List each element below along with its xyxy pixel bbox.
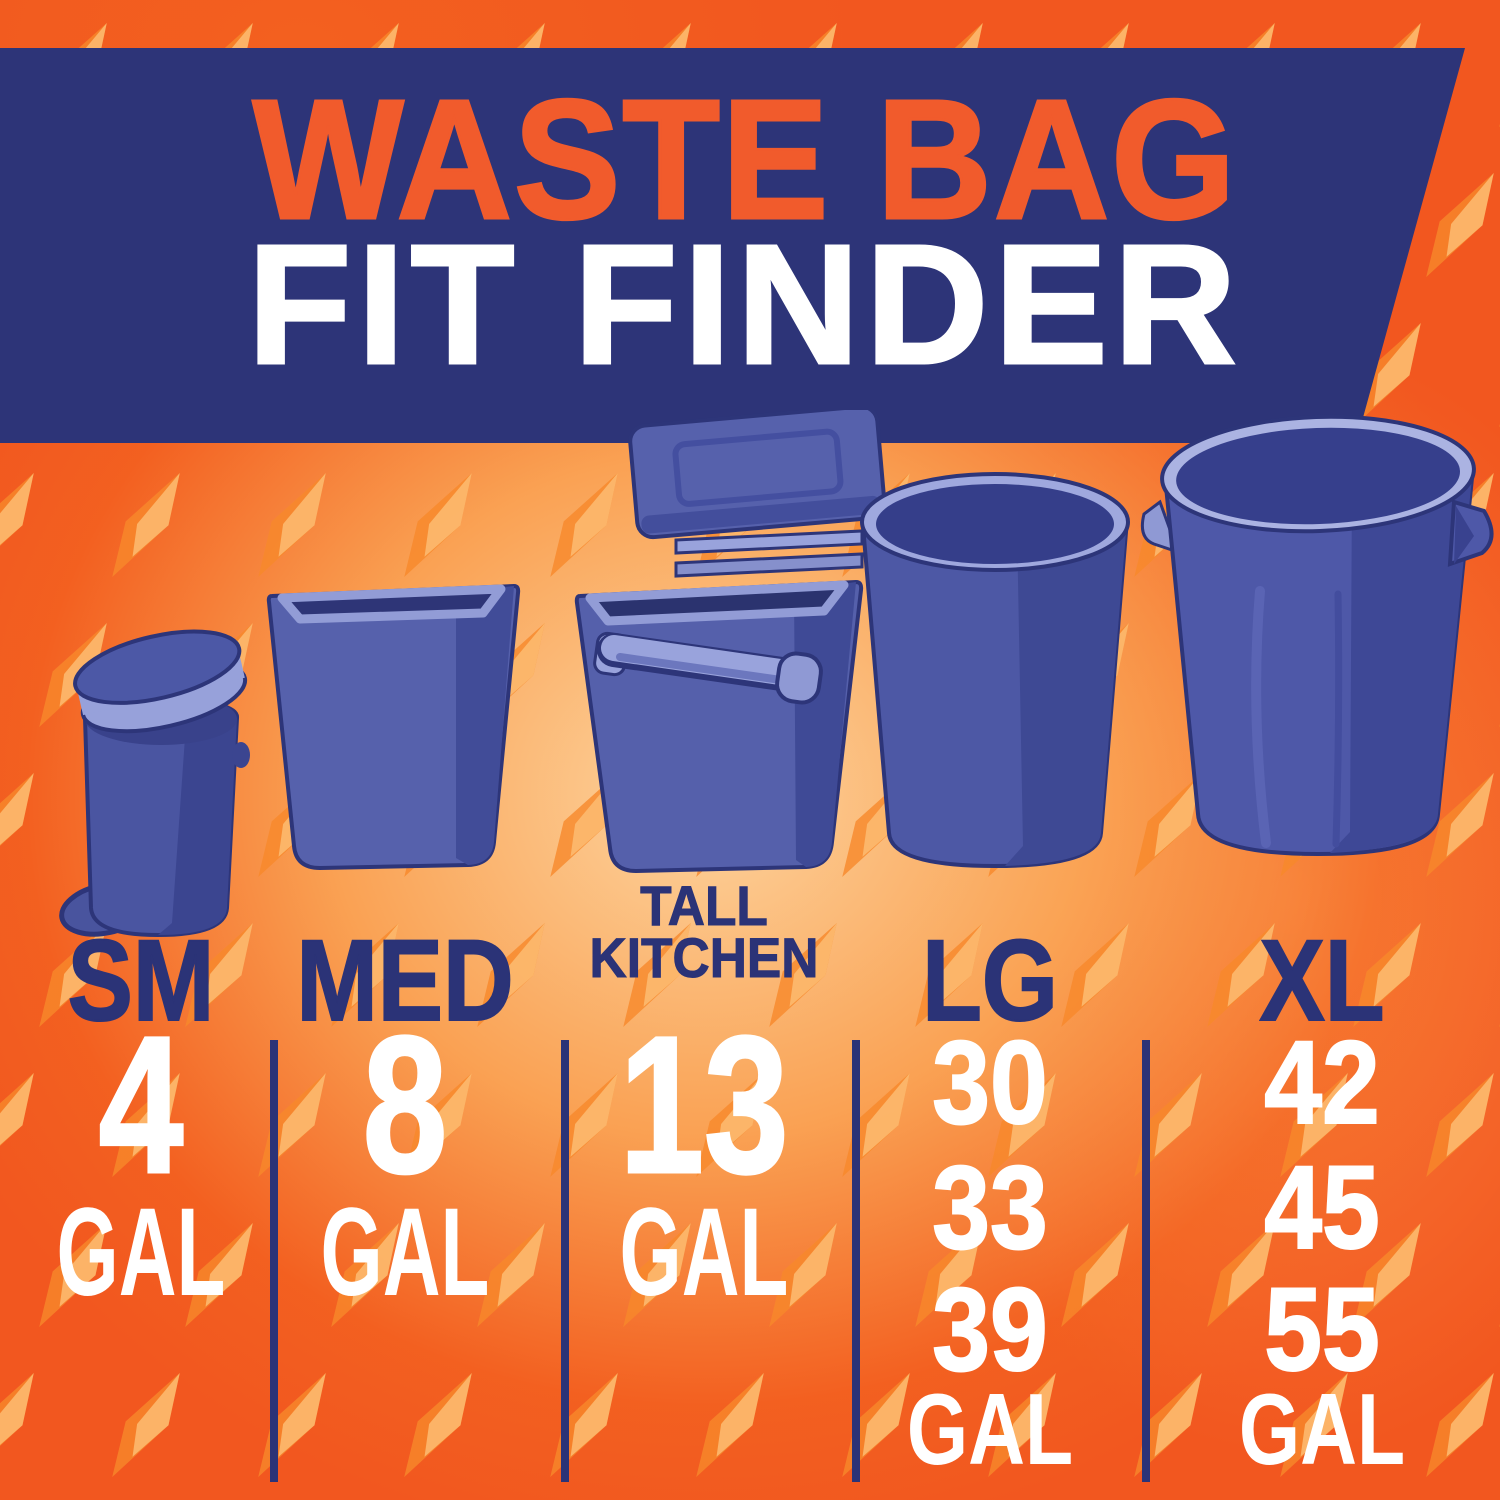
gallon-value-lg-3: 39 (931, 1264, 1048, 1396)
size-label-tall-kitchen: TALL KITCHEN (574, 874, 833, 989)
outdoor-garbage-can-icon (1140, 414, 1494, 856)
size-label-tall-kitchen-line1: TALL (640, 874, 769, 937)
size-label-tall-kitchen-line2: KITCHEN (589, 926, 819, 989)
column-divider-4 (1142, 1040, 1150, 1482)
gallon-value-sm: 4 (98, 996, 185, 1214)
gallon-value-tall-kitchen: 13 (618, 996, 790, 1214)
column-divider-3 (852, 1040, 860, 1482)
gallon-unit-tall-kitchen: GAL (619, 1183, 789, 1322)
wastebasket-icon (266, 584, 521, 870)
gallon-value-lg-1: 30 (931, 1017, 1048, 1149)
round-garbage-bin-icon (860, 472, 1130, 868)
gallon-value-xl-1: 42 (1263, 1017, 1380, 1149)
gallon-unit-med: GAL (320, 1183, 490, 1322)
column-divider-2 (561, 1040, 569, 1482)
gallon-value-med: 8 (362, 996, 449, 1214)
step-can-icon (59, 629, 250, 937)
title-banner: WASTE BAG FIT FINDER (0, 48, 1465, 443)
column-divider-1 (270, 1040, 278, 1482)
gallon-value-lg-2: 33 (931, 1142, 1048, 1274)
page-title-line2: FIT FINDER (246, 210, 1243, 400)
gallon-unit-xl: GAL (1238, 1374, 1406, 1486)
gallon-value-xl-2: 45 (1263, 1142, 1380, 1274)
gallon-value-xl-3: 55 (1263, 1264, 1380, 1396)
gallon-unit-lg: GAL (906, 1374, 1074, 1486)
gallon-unit-sm: GAL (56, 1183, 226, 1322)
